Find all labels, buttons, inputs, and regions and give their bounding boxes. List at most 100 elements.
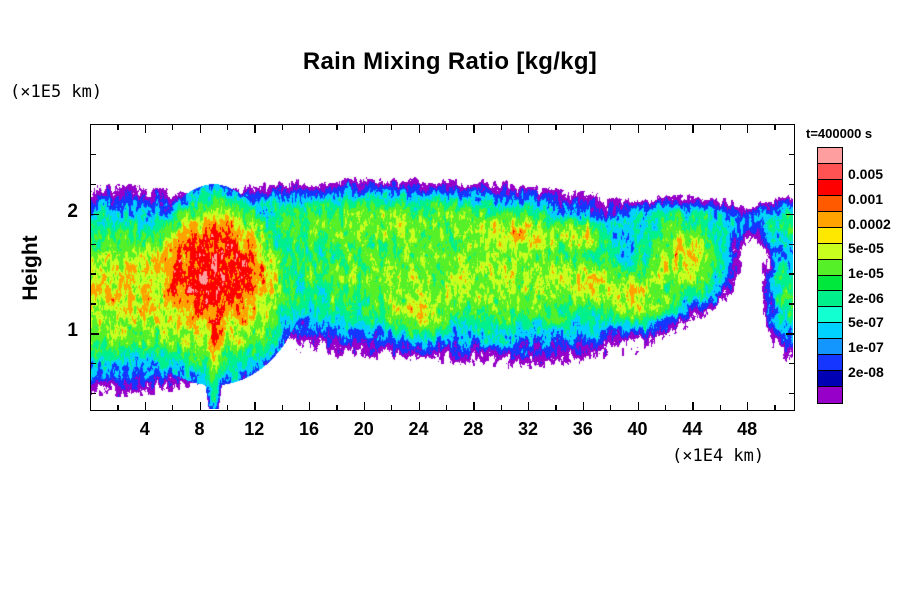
x-minor-tick-top bbox=[555, 124, 557, 130]
x-major-tick bbox=[582, 402, 585, 411]
colorbar-band bbox=[818, 195, 842, 212]
x-minor-tick bbox=[336, 405, 338, 411]
colorbar-tick-label: 0.005 bbox=[848, 166, 884, 183]
x-minor-tick bbox=[664, 405, 667, 411]
x-minor-tick-top bbox=[500, 124, 502, 130]
y-major-tick bbox=[90, 213, 99, 216]
x-major-tick bbox=[692, 402, 694, 411]
x-major-tick bbox=[473, 402, 475, 411]
x-minor-tick bbox=[719, 405, 721, 411]
y-minor-tick-right bbox=[789, 243, 795, 245]
y-minor-tick bbox=[90, 183, 96, 185]
time-annotation: t=400000 s bbox=[806, 126, 873, 141]
contour-field bbox=[91, 125, 793, 409]
x-minor-tick-top bbox=[719, 124, 721, 130]
x-minor-tick-top bbox=[445, 124, 448, 130]
x-major-tick-top bbox=[637, 124, 639, 133]
y-minor-tick bbox=[90, 243, 96, 245]
x-minor-tick-top bbox=[172, 124, 174, 130]
x-major-tick-top bbox=[199, 124, 201, 133]
colorbar-band bbox=[818, 339, 842, 356]
x-major-tick-top bbox=[363, 124, 366, 133]
x-tick-label: 40 bbox=[627, 419, 648, 439]
x-minor-tick bbox=[610, 405, 612, 411]
x-major-tick bbox=[418, 402, 420, 411]
x-major-tick bbox=[363, 402, 366, 411]
x-major-tick-top bbox=[528, 124, 530, 133]
x-major-tick bbox=[637, 402, 639, 411]
colorbar-band bbox=[818, 179, 842, 196]
x-major-tick bbox=[199, 402, 201, 411]
y-minor-tick bbox=[90, 363, 96, 365]
colorbar-band bbox=[818, 163, 842, 180]
colorbar-band bbox=[818, 387, 842, 403]
y-minor-tick-right bbox=[789, 303, 795, 305]
y-tick-label: 2 bbox=[67, 200, 78, 222]
colorbar-tick-label: 5e-05 bbox=[848, 240, 884, 257]
x-minor-tick bbox=[774, 405, 776, 411]
x-minor-tick-top bbox=[281, 124, 283, 130]
y-minor-tick bbox=[90, 273, 96, 275]
y-minor-tick-right bbox=[789, 183, 795, 185]
x-major-tick-top bbox=[144, 124, 147, 133]
colorbar-band bbox=[818, 227, 842, 244]
colorbar-tick-label: 2e-06 bbox=[848, 289, 884, 306]
x-major-tick-top bbox=[747, 124, 749, 133]
x-major-tick bbox=[528, 402, 530, 411]
x-minor-tick bbox=[555, 405, 557, 411]
colorbar-tick-label: 2e-08 bbox=[848, 363, 884, 380]
x-major-tick-top bbox=[473, 124, 475, 133]
colorbar-band bbox=[818, 291, 842, 308]
colorbar-band bbox=[818, 243, 842, 260]
x-major-tick bbox=[144, 402, 147, 411]
x-minor-tick bbox=[391, 405, 393, 411]
colorbar-band bbox=[818, 323, 842, 340]
x-tick-label: 48 bbox=[737, 419, 758, 439]
colorbar-band bbox=[818, 275, 842, 292]
x-minor-tick-top bbox=[664, 124, 667, 130]
x-minor-tick bbox=[117, 405, 119, 411]
x-minor-tick-top bbox=[336, 124, 338, 130]
x-minor-tick bbox=[500, 405, 502, 411]
x-tick-label: 12 bbox=[244, 419, 265, 439]
x-tick-label: 8 bbox=[194, 419, 205, 439]
y-minor-tick-right bbox=[789, 363, 795, 365]
y-major-tick bbox=[90, 333, 99, 335]
y-minor-tick-right bbox=[789, 393, 795, 395]
x-minor-tick bbox=[226, 405, 229, 411]
colorbar-band bbox=[818, 148, 842, 164]
colorbar-tick-label: 1e-07 bbox=[848, 339, 884, 356]
x-minor-tick-top bbox=[391, 124, 393, 130]
x-minor-tick bbox=[172, 405, 174, 411]
colorbar-tick-label: 1e-05 bbox=[848, 264, 884, 281]
x-tick-label: 32 bbox=[518, 419, 539, 439]
x-minor-tick-top bbox=[117, 124, 119, 130]
x-major-tick bbox=[309, 402, 311, 411]
x-minor-tick-top bbox=[774, 124, 776, 130]
x-tick-label: 20 bbox=[353, 419, 374, 439]
x-minor-tick bbox=[445, 405, 448, 411]
y-minor-tick-right bbox=[789, 273, 795, 275]
x-major-tick-top bbox=[582, 124, 585, 133]
chart-title: Rain Mixing Ratio [kg/kg] bbox=[302, 48, 598, 75]
colorbar-band bbox=[818, 259, 842, 276]
y-tick-label: 1 bbox=[67, 320, 78, 342]
x-tick-label: 16 bbox=[299, 419, 320, 439]
x-minor-tick bbox=[281, 405, 283, 411]
y-axis-units: (×1E5 km) bbox=[10, 82, 103, 102]
x-major-tick bbox=[254, 402, 256, 411]
y-minor-tick bbox=[90, 303, 96, 305]
colorbar-tick-label: 0.001 bbox=[848, 190, 884, 207]
colorbar-tick-label: 0.0002 bbox=[848, 215, 891, 232]
colorbar-band bbox=[818, 355, 842, 372]
x-tick-label: 4 bbox=[139, 419, 150, 439]
x-major-tick bbox=[747, 402, 749, 411]
x-minor-tick-top bbox=[610, 124, 612, 130]
colorbar-tick-label: 5e-07 bbox=[848, 314, 884, 331]
colorbar bbox=[817, 147, 843, 404]
y-major-tick-right bbox=[786, 213, 795, 216]
colorbar-band bbox=[818, 211, 842, 228]
x-major-tick-top bbox=[418, 124, 420, 133]
contour-plot-area bbox=[90, 124, 795, 411]
y-axis-title: Height bbox=[19, 235, 42, 301]
